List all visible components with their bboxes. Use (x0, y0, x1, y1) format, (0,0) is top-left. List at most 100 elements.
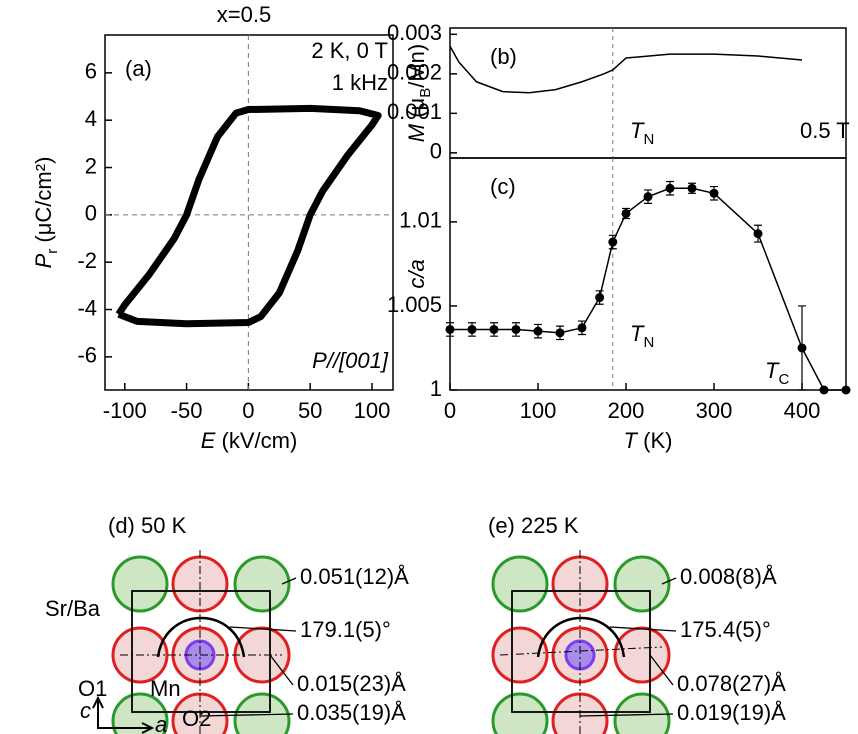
annotation-part: T (630, 118, 645, 143)
angle-arrow (156, 616, 246, 658)
site-label: O1 (78, 676, 107, 701)
x-tick-label: 50 (298, 398, 322, 423)
annotation: (b) (490, 44, 517, 69)
annotation: 0.5 T (800, 118, 850, 143)
x-axis-label-part: (K) (637, 428, 672, 453)
annotation-part: N (643, 334, 654, 351)
value-label: 0.015(23)Å (297, 671, 406, 696)
data-point (555, 328, 565, 338)
annotation-part: C (778, 371, 789, 388)
data-point (709, 188, 719, 198)
atom (613, 626, 671, 684)
value-label: 0.051(12)Å (300, 564, 409, 589)
data-point (511, 324, 521, 334)
data-point (595, 293, 605, 303)
leader-line (269, 654, 294, 686)
leader-line (579, 713, 674, 717)
y-tick-label: 1.005 (387, 292, 442, 317)
x-axis-label-part: (kV/cm) (215, 428, 297, 453)
unit-cell (511, 590, 651, 713)
site-label: Mn (150, 676, 181, 701)
y-tick-label: 2 (85, 153, 97, 178)
annotation: (a) (125, 56, 152, 81)
x-tick-label: 100 (354, 398, 391, 423)
annotation: TN (630, 321, 654, 352)
atom (613, 555, 671, 613)
annotation: P//[001] (312, 348, 389, 373)
data-point (687, 183, 697, 193)
data-line (115, 104, 382, 328)
data-line (449, 45, 803, 94)
axis-arrow (92, 695, 155, 734)
y-tick-label: 0.002 (387, 60, 442, 85)
y-tick-label: -4 (77, 295, 97, 320)
data-point (797, 343, 807, 353)
data-point (643, 192, 653, 202)
y-tick-label: 0.001 (387, 99, 442, 124)
value-label: 0.008(8)Å (680, 564, 777, 589)
data-line (450, 187, 846, 391)
y-axis-label-part: M (404, 123, 429, 142)
plot-frame (449, 157, 847, 391)
x-axis-label: E (kV/cm) (201, 428, 298, 453)
value-label: 0.035(19)Å (297, 700, 406, 725)
data-point (753, 229, 763, 239)
y-tick-label: 6 (85, 59, 97, 84)
data-point (467, 324, 477, 334)
data-point (841, 385, 851, 395)
x-tick-label: -50 (171, 398, 203, 423)
annotation-part: N (643, 131, 654, 148)
y-tick-label: 4 (85, 106, 97, 131)
annotation-part: T (765, 358, 780, 383)
atom (491, 692, 549, 734)
y-tick-label: 0 (85, 201, 97, 226)
leader-line (609, 626, 677, 632)
axis-name: a (155, 712, 167, 734)
y-axis-label: c/a (404, 259, 429, 288)
data-point (533, 326, 543, 336)
x-tick-label: -100 (103, 398, 147, 423)
value-label: 0.078(27)Å (677, 671, 786, 696)
chart-title: x=0.5 (217, 2, 271, 27)
data-point (819, 385, 829, 395)
atom (491, 555, 549, 613)
leader-line (661, 577, 677, 585)
y-axis-label-part: /Mn) (404, 44, 429, 88)
leader-line (229, 626, 297, 632)
atom (233, 555, 291, 613)
y-tick-label: 0 (430, 139, 442, 164)
y-axis-label-part: r (44, 249, 61, 254)
site-label: O2 (182, 706, 211, 731)
y-tick-label: 1 (430, 376, 442, 401)
x-tick-label: 300 (696, 398, 733, 423)
x-tick-label: 400 (784, 398, 821, 423)
y-axis-label: Pr (μC/cm²) (31, 157, 62, 269)
leader-line (199, 713, 294, 717)
y-tick-label: -2 (77, 248, 97, 273)
axis-line (499, 646, 663, 656)
annotation: 1 kHz (332, 70, 388, 95)
data-point (608, 237, 618, 247)
value-label: 0.019(19)Å (677, 700, 786, 725)
x-axis-label-part: T (624, 428, 639, 453)
y-tick-label: -6 (77, 343, 97, 368)
x-axis-label-part: E (201, 428, 216, 453)
leader-line (281, 577, 297, 585)
site-label: Sr/Ba (45, 596, 101, 621)
annotation: (c) (490, 174, 516, 199)
y-axis-label-part: B (417, 88, 434, 98)
y-tick-label: 1.01 (399, 208, 442, 233)
y-axis-label: M (μB/Mn) (404, 44, 435, 142)
atom (111, 692, 169, 734)
atom (111, 555, 169, 613)
data-point (445, 324, 455, 334)
y-tick-label: 0.003 (387, 20, 442, 45)
data-point (665, 183, 675, 193)
unit-cell (131, 590, 271, 713)
atom (233, 692, 291, 734)
x-tick-label: 200 (608, 398, 645, 423)
data-point (577, 323, 587, 333)
atom (613, 692, 671, 734)
value-label: 175.4(5)° (680, 617, 771, 642)
